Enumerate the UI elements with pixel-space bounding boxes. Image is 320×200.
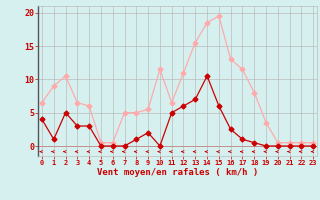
- X-axis label: Vent moyen/en rafales ( km/h ): Vent moyen/en rafales ( km/h ): [97, 168, 258, 177]
